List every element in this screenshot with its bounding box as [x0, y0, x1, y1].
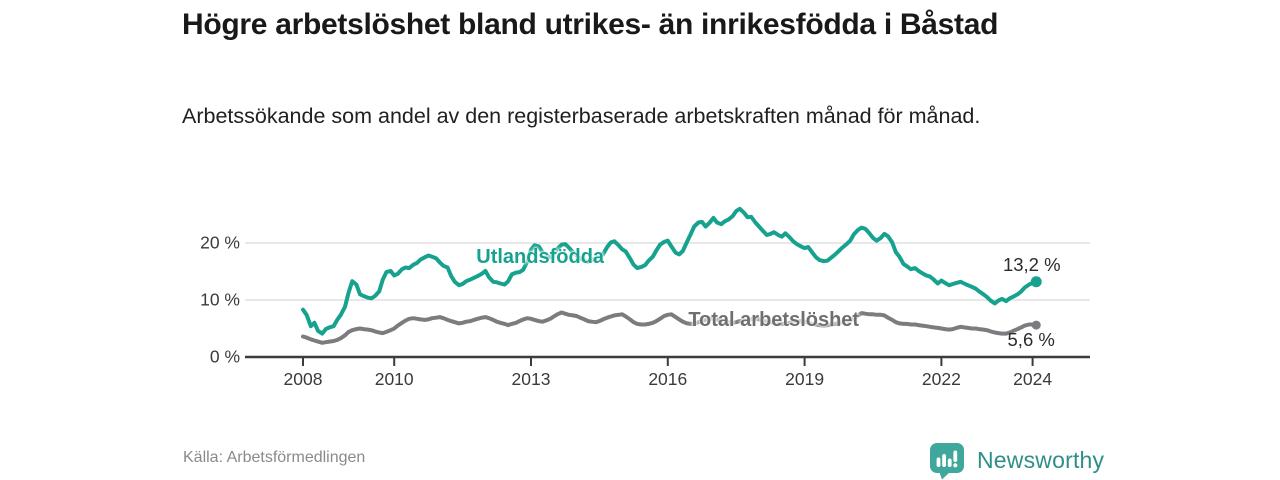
x-tick-label: 2008: [283, 369, 323, 389]
y-tick-label: 20 %: [200, 232, 240, 253]
page-subtitle: Arbetssökande som andel av den registerb…: [182, 104, 981, 128]
bar-chart-speech-bubble-icon: [930, 443, 964, 480]
page-title: Högre arbetslöshet bland utrikes- än inr…: [182, 8, 999, 41]
series-line-utlandsf-dda: [301, 206, 1039, 336]
x-tick-label: 2024: [1013, 369, 1053, 389]
series-end-dot-total-arbetsl-shet: [1031, 320, 1041, 330]
x-tick-label: 2022: [921, 369, 961, 389]
end-value-label-total-arbetsl-shet: 5,6 %: [1007, 329, 1055, 351]
source-note: Källa: Arbetsförmedlingen: [183, 449, 366, 466]
x-tick-label: 2019: [785, 369, 825, 389]
y-tick-label: 10 %: [200, 289, 240, 310]
series-line-total-arbetsl-shet: [301, 310, 1039, 345]
x-tick-label: 2013: [511, 369, 551, 389]
end-value-label-utlandsf-dda: 13,2 %: [1002, 253, 1061, 275]
series-label-utlandsf-dda: Utlandsfödda: [476, 245, 605, 268]
brand-name: Newsworthy: [977, 447, 1105, 473]
series-label-total-arbetsl-shet: Total arbetslöshet: [688, 308, 860, 331]
brand-logo: Newsworthy: [928, 441, 1104, 480]
y-tick-label: 0 %: [209, 346, 240, 367]
series-end-dot-utlandsf-dda: [1030, 276, 1042, 288]
x-tick-label: 2010: [374, 369, 414, 389]
x-tick-label: 2016: [648, 369, 688, 389]
